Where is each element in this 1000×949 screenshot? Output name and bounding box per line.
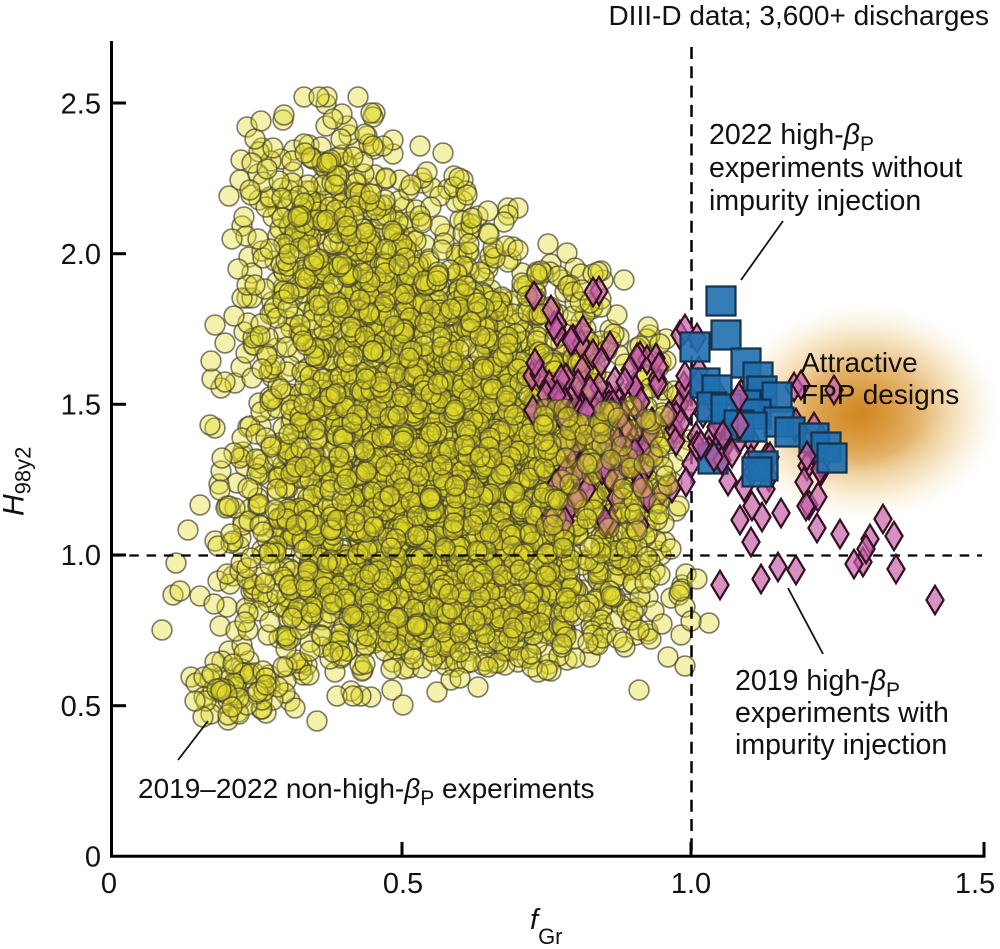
svg-text:Attractive: Attractive — [801, 347, 918, 378]
svg-text:0: 0 — [85, 842, 101, 874]
svg-text:2022 high-βP: 2022 high-βP — [709, 119, 874, 156]
svg-text:1.0: 1.0 — [61, 540, 101, 572]
svg-text:0: 0 — [101, 868, 117, 900]
svg-text:1.5: 1.5 — [955, 868, 995, 900]
svg-text:1.5: 1.5 — [61, 390, 101, 422]
svg-text:experiments without: experiments without — [709, 152, 963, 184]
svg-text:0.5: 0.5 — [61, 691, 101, 723]
svg-text:experiments with: experiments with — [735, 697, 949, 729]
svg-text:impurity injection: impurity injection — [709, 185, 921, 217]
svg-text:0.5: 0.5 — [383, 868, 423, 900]
svg-text:FPP designs: FPP designs — [801, 379, 959, 410]
svg-text:DIII-D data; 3,600+ discharges: DIII-D data; 3,600+ discharges — [608, 0, 989, 31]
svg-text:1.0: 1.0 — [671, 868, 711, 900]
svg-text:2.0: 2.0 — [61, 239, 101, 271]
svg-text:2.5: 2.5 — [61, 89, 101, 121]
svg-text:impurity injection: impurity injection — [735, 729, 947, 761]
